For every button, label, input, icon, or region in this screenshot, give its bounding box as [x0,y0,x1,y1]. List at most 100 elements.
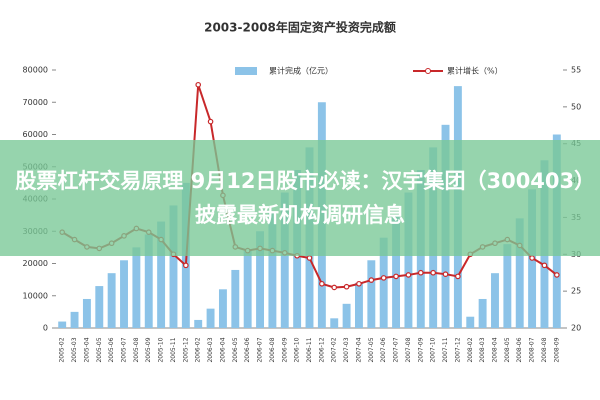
bar [218,289,227,328]
bar [243,250,252,328]
x-tick-label: 2005-11 [170,337,177,362]
x-tick-label: 2006-09 [281,337,288,362]
bar [503,244,512,328]
x-tick-label: 2007-03 [343,337,350,362]
y2-tick-label: 20 [571,324,581,333]
bar [355,282,363,328]
line-marker [541,262,548,269]
x-tick-label: 2008-07 [529,337,536,362]
y-tick-label: 70000 [23,98,48,107]
x-tick-label: 2006-11 [306,337,313,362]
bar [330,318,339,328]
line-marker [343,283,350,290]
line-marker [368,277,375,283]
x-tick-label: 2007-12 [454,337,461,362]
line-marker [331,284,338,291]
y2-tick-label: 25 [571,287,581,296]
x-tick-label: 2006-06 [244,337,251,362]
x-tick-label: 2007-04 [355,337,362,362]
bar [70,311,79,328]
bar [144,234,153,328]
bar [280,192,289,328]
x-tick-label: 2007-10 [430,337,437,362]
y-tick-label: 10000 [23,291,48,300]
line-marker [306,255,313,261]
x-tick-label: 2005-08 [133,337,140,362]
x-tick-label: 2006-03 [207,337,214,362]
bar [58,321,67,328]
legend-swatch [235,67,257,75]
x-tick-label: 2008-04 [491,337,498,362]
legend-label: 累计完成（亿元） [269,66,333,76]
bar [82,298,91,328]
x-tick-label: 2006-10 [294,337,301,362]
x-tick-label: 2005-02 [59,337,66,362]
x-tick-label: 2006-08 [269,337,276,362]
bar [404,192,413,328]
x-tick-label: 2006-02 [195,337,202,362]
y2-tick-label: 50 [571,102,581,111]
bar [466,316,475,328]
line-marker [455,273,461,280]
x-tick-label: 2006-04 [219,337,226,362]
bar [107,273,116,328]
x-tick-label: 2008-02 [467,337,474,362]
bar [392,215,401,328]
y-tick-label: 20000 [23,259,48,268]
bar [256,231,264,328]
x-tick-label: 2006-07 [257,337,264,362]
bar [367,260,376,328]
bar [132,247,141,328]
line-marker [442,271,449,277]
bar [478,298,487,328]
line-marker [529,255,535,261]
line-marker [405,272,412,278]
x-tick-label: 2008-06 [516,337,523,362]
x-tick-label: 2008-03 [479,337,486,362]
chart-title: 2003-2008年固定资产投资完成额 [204,20,396,35]
x-tick-label: 2005-04 [83,337,90,362]
line-marker [207,118,214,125]
x-tick-label: 2005-03 [71,337,78,362]
x-tick-label: 2006-05 [232,337,239,362]
line-marker [183,262,189,269]
bar [515,218,524,328]
x-tick-label: 2007-06 [380,337,387,362]
x-tick-label: 2008-05 [504,337,511,362]
line-marker [319,280,325,287]
legend-swatch [425,68,431,74]
x-tick-label: 2007-09 [417,337,424,362]
bar [342,303,351,328]
bar [169,205,178,328]
x-tick-label: 2007-02 [331,337,338,362]
line-marker [554,272,560,278]
line-marker [417,269,424,276]
bar [268,211,277,328]
x-tick-label: 2005-10 [158,337,165,362]
bar [157,221,166,328]
x-tick-label: 2008-08 [541,337,548,362]
line-marker [356,280,362,287]
x-tick-label: 2005-09 [145,337,152,362]
x-tick-label: 2007-05 [368,337,375,362]
x-tick-label: 2005-07 [121,337,128,362]
x-tick-label: 2007-08 [405,337,412,362]
bar [379,237,388,328]
y-tick-label: 60000 [23,130,48,139]
line-marker [380,275,387,281]
bar [231,269,240,328]
line-marker [195,81,202,88]
x-tick-label: 2008-09 [553,337,560,362]
y2-tick-label: 55 [571,66,581,75]
x-tick-label: 2006-12 [318,337,325,362]
banner: 股票杠杆交易原理 9月12日股市必读：汉宇集团（300403）披露最新机构调研信… [0,140,600,256]
x-tick-label: 2005-12 [182,337,189,362]
bar [194,319,203,328]
legend-label: 累计增长（%） [447,66,503,76]
y-tick-label: 80000 [23,66,48,75]
y-tick-label: 0 [43,324,48,333]
line-marker [393,273,399,280]
bar [120,260,128,328]
bar [491,273,499,328]
